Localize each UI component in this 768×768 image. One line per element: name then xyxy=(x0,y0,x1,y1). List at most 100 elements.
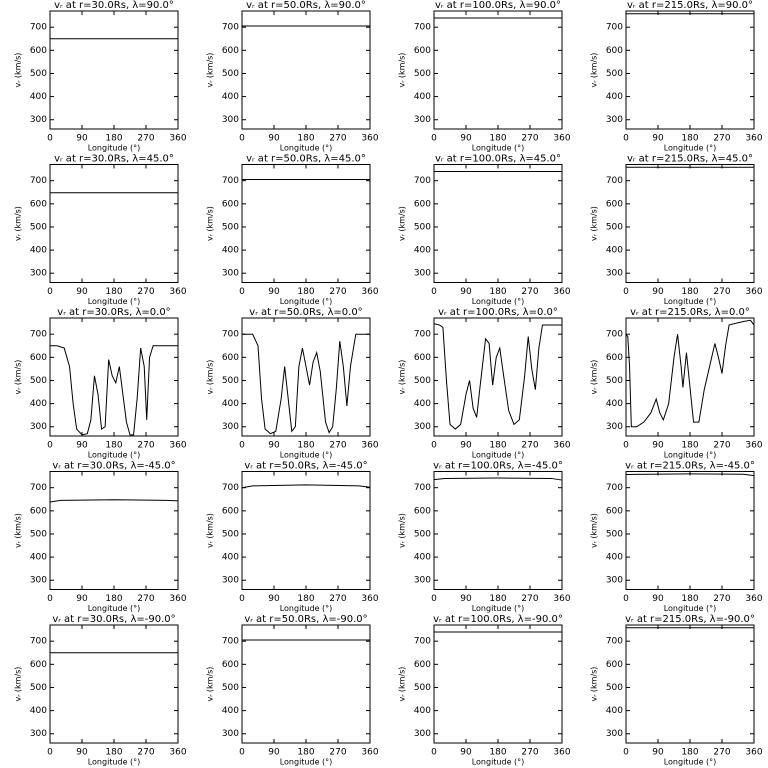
y-tick-label: 400 xyxy=(30,246,47,256)
y-axis-label: vᵣ (km/s) xyxy=(398,360,407,395)
x-tick-label: 270 xyxy=(137,594,154,604)
x-axis-label: Longitude (°) xyxy=(88,758,141,767)
data-line xyxy=(50,345,178,436)
x-tick-label: 360 xyxy=(553,287,570,297)
x-tick-label: 180 xyxy=(297,594,314,604)
x-tick-label: 270 xyxy=(521,287,538,297)
y-axis-label: vᵣ (km/s) xyxy=(14,513,23,548)
y-tick-label: 400 xyxy=(222,553,239,563)
y-axis-label: vᵣ (km/s) xyxy=(14,53,23,88)
y-tick-label: 500 xyxy=(30,69,47,79)
y-tick-label: 700 xyxy=(30,23,47,33)
x-tick-label: 0 xyxy=(431,441,437,451)
x-tick-label: 360 xyxy=(169,441,186,451)
y-axis-label: vᵣ (km/s) xyxy=(206,53,215,88)
y-tick-label: 500 xyxy=(30,683,47,693)
x-tick-label: 0 xyxy=(239,287,245,297)
y-tick-label: 400 xyxy=(222,92,239,102)
y-tick-label: 400 xyxy=(606,246,623,256)
y-axis-label: vᵣ (km/s) xyxy=(206,360,215,395)
x-tick-label: 270 xyxy=(137,441,154,451)
y-tick-label: 400 xyxy=(30,92,47,102)
data-line xyxy=(241,484,371,489)
y-tick-label: 700 xyxy=(606,176,623,186)
x-tick-label: 270 xyxy=(329,748,346,758)
x-tick-label: 360 xyxy=(169,748,186,758)
y-tick-label: 600 xyxy=(30,660,47,670)
x-tick-label: 180 xyxy=(489,134,506,144)
x-tick-label: 360 xyxy=(745,287,762,297)
x-tick-label: 360 xyxy=(553,594,570,604)
x-tick-label: 270 xyxy=(329,287,346,297)
plot-frame xyxy=(625,10,755,130)
plot-frame xyxy=(49,317,179,437)
x-tick-label: 270 xyxy=(329,134,346,144)
x-tick-label: 270 xyxy=(521,441,538,451)
data-line xyxy=(625,319,755,428)
x-tick-label: 90 xyxy=(652,748,664,758)
chart-title: vᵣ at r=50.0Rs, λ=90.0° xyxy=(246,0,366,11)
plot-frame xyxy=(625,164,755,283)
y-tick-label: 400 xyxy=(30,399,47,409)
chart-title: vᵣ at r=30.0Rs, λ=0.0° xyxy=(57,307,170,318)
x-tick-label: 0 xyxy=(623,441,629,451)
x-tick-label: 360 xyxy=(553,134,570,144)
y-tick-label: 600 xyxy=(222,46,239,56)
y-axis-label: vᵣ (km/s) xyxy=(14,667,23,702)
y-tick-label: 700 xyxy=(414,23,431,33)
y-axis-label: vᵣ (km/s) xyxy=(398,53,407,88)
y-tick-label: 600 xyxy=(606,199,623,209)
plot-frame xyxy=(49,624,179,744)
y-tick-label: 700 xyxy=(414,176,431,186)
x-axis-label: Longitude (°) xyxy=(280,451,333,460)
y-tick-label: 700 xyxy=(606,637,623,647)
plot-frame xyxy=(49,471,179,590)
y-tick-label: 300 xyxy=(606,576,623,586)
chart-title: vᵣ at r=30.0Rs, λ=90.0° xyxy=(54,0,174,11)
y-tick-label: 300 xyxy=(606,269,623,279)
y-axis-label: vᵣ (km/s) xyxy=(590,206,599,241)
y-tick-label: 700 xyxy=(30,330,47,340)
x-tick-label: 270 xyxy=(713,748,730,758)
y-tick-label: 400 xyxy=(414,553,431,563)
chart-title: vᵣ at r=100.0Rs, λ=45.0° xyxy=(435,154,561,165)
x-axis-label: Longitude (°) xyxy=(472,144,525,153)
x-tick-label: 360 xyxy=(361,134,378,144)
plot-frame xyxy=(241,317,371,437)
plot-frame xyxy=(49,10,179,130)
y-tick-label: 600 xyxy=(414,199,431,209)
y-tick-label: 500 xyxy=(414,69,431,79)
chart-title: vᵣ at r=100.0Rs, λ=0.0° xyxy=(438,307,558,318)
y-axis-label: vᵣ (km/s) xyxy=(206,513,215,548)
plot-frame xyxy=(433,624,563,744)
x-axis-label: Longitude (°) xyxy=(664,297,717,306)
y-tick-label: 500 xyxy=(222,376,239,386)
x-tick-label: 180 xyxy=(297,287,314,297)
x-tick-label: 90 xyxy=(460,748,472,758)
plot-frame xyxy=(433,317,563,437)
y-tick-label: 600 xyxy=(30,506,47,516)
y-tick-label: 400 xyxy=(222,246,239,256)
x-tick-label: 180 xyxy=(297,748,314,758)
y-axis-label: vᵣ (km/s) xyxy=(206,667,215,702)
x-tick-label: 180 xyxy=(489,594,506,604)
x-axis-label: Longitude (°) xyxy=(664,451,717,460)
x-axis-label: Longitude (°) xyxy=(472,451,525,460)
y-tick-label: 300 xyxy=(222,269,239,279)
x-tick-label: 90 xyxy=(76,748,88,758)
y-axis-label: vᵣ (km/s) xyxy=(14,360,23,395)
y-tick-label: 500 xyxy=(414,222,431,232)
x-tick-label: 270 xyxy=(521,134,538,144)
x-tick-label: 360 xyxy=(169,594,186,604)
y-axis-label: vᵣ (km/s) xyxy=(14,206,23,241)
x-tick-label: 180 xyxy=(105,594,122,604)
chart-title: vᵣ at r=50.0Rs, λ=-45.0° xyxy=(244,461,367,472)
y-tick-label: 400 xyxy=(414,399,431,409)
x-tick-label: 270 xyxy=(521,748,538,758)
y-tick-label: 500 xyxy=(222,529,239,539)
x-axis-label: Longitude (°) xyxy=(88,451,141,460)
y-tick-label: 300 xyxy=(606,729,623,739)
plot-frame xyxy=(433,164,563,283)
plot-frame xyxy=(241,624,371,744)
y-axis-label: vᵣ (km/s) xyxy=(590,667,599,702)
